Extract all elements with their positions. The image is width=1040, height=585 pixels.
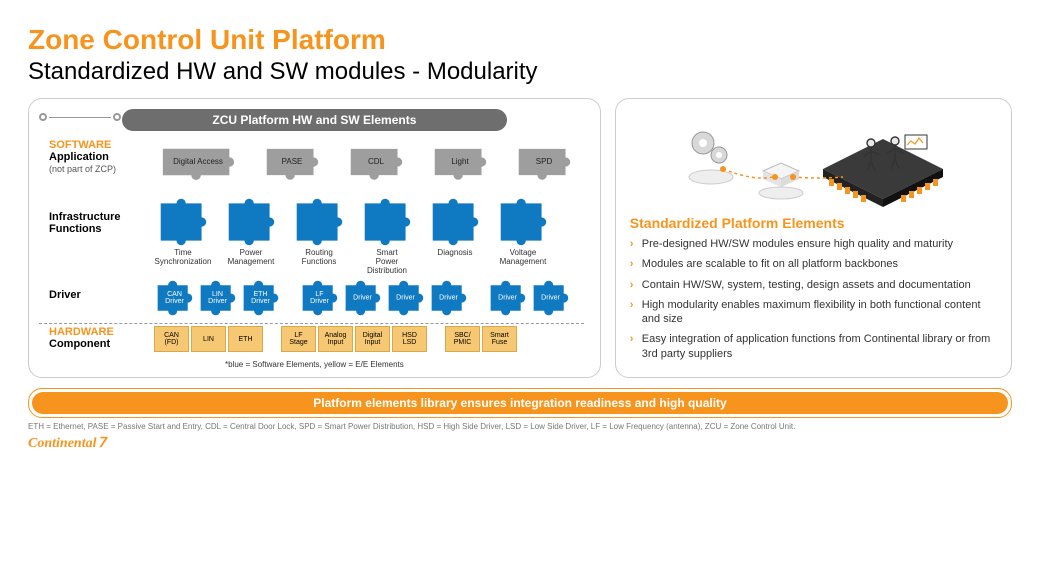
bullet-item: Contain HW/SW, system, testing, design a… [630, 278, 997, 292]
bullet-item: High modularity enables maximum flexibil… [630, 298, 997, 327]
dashed-divider [39, 323, 584, 324]
hw-component: HSDLSD [392, 326, 427, 352]
app-module: SPD [515, 143, 573, 181]
bullet-item: Easy integration of application function… [630, 332, 997, 361]
driver-module: Driver [530, 279, 571, 317]
driver-module: LFDriver [299, 279, 340, 317]
hw-component: AnalogInput [318, 326, 353, 352]
banner-text: Platform elements library ensures integr… [32, 392, 1008, 414]
label-infra: Infrastructure Functions [49, 211, 149, 235]
app-module: CDL [347, 143, 405, 181]
hw-component: SmartFuse [482, 326, 517, 352]
app-module: Digital Access [159, 143, 237, 181]
row-driver: Driver CANDriverLINDriverETHDriver LFDriv… [39, 279, 590, 319]
page-subtitle: Standardized HW and SW modules - Modular… [28, 58, 1012, 86]
row-hardware: HARDWARE Component CAN(FD)LINETH LFStageA… [39, 326, 590, 356]
hw-group: SBC/PMICSmartFuse [445, 326, 517, 352]
hw-component: LFStage [281, 326, 316, 352]
hw-component: CAN(FD) [154, 326, 189, 352]
app-module: Light [431, 143, 489, 181]
columns: ZCU Platform HW and SW Elements SOFTWARE… [28, 98, 1012, 378]
bullet-item: Pre-designed HW/SW modules ensure high q… [630, 237, 997, 251]
infra-module: RoutingFunctions [290, 197, 348, 275]
hw-component: SBC/PMIC [445, 326, 480, 352]
knob-line [49, 117, 111, 118]
slide: Zone Control Unit Platform Standardized … [0, 0, 1040, 585]
knob-left [39, 113, 47, 121]
label-driver: Driver [49, 289, 149, 301]
abbreviations: ETH = Ethernet, PASE = Passive Start and… [28, 422, 1012, 431]
app-module: PASE [263, 143, 321, 181]
page-title: Zone Control Unit Platform [28, 24, 1012, 56]
hw-component: ETH [228, 326, 263, 352]
driver-module: Driver [487, 279, 528, 317]
brand-logo: Continental 𐓒 [28, 433, 1012, 452]
driver-module: ETHDriver [240, 279, 281, 317]
label-software: SOFTWARE Application (not part of ZCP) [49, 139, 149, 175]
hw-group: LFStageAnalogInputDigitalInputHSDLSD [281, 326, 427, 352]
driver-group: CANDriverLINDriverETHDriver [154, 279, 281, 317]
hw-component: LIN [191, 326, 226, 352]
infra-module: PowerManagement [222, 197, 280, 275]
driver-group: DriverDriver [487, 279, 571, 317]
bullet-item: Modules are scalable to fit on all platf… [630, 257, 997, 271]
knob-right [113, 113, 121, 121]
hw-group: CAN(FD)LINETH [154, 326, 263, 352]
driver-group: LFDriverDriverDriverDriver [299, 279, 469, 317]
driver-module: LINDriver [197, 279, 238, 317]
left-panel: ZCU Platform HW and SW Elements SOFTWARE… [28, 98, 601, 378]
elements-pill: ZCU Platform HW and SW Elements [122, 109, 508, 131]
infra-module: TimeSynchronization [154, 197, 212, 275]
label-hardware: HARDWARE Component [49, 326, 149, 350]
bullet-list: Pre-designed HW/SW modules ensure high q… [630, 237, 997, 367]
driver-module: Driver [428, 279, 469, 317]
right-heading: Standardized Platform Elements [630, 215, 997, 231]
infra-module: Diagnosis [426, 197, 484, 275]
banner: Platform elements library ensures integr… [28, 388, 1012, 418]
right-panel: Standardized Platform Elements Pre-desig… [615, 98, 1012, 378]
infra-module: VoltageManagement [494, 197, 552, 275]
driver-module: Driver [342, 279, 383, 317]
driver-module: Driver [385, 279, 426, 317]
illustration [630, 109, 997, 209]
infra-module: SmartPowerDistribution [358, 197, 416, 275]
driver-module: CANDriver [154, 279, 195, 317]
row-infra: Infrastructure Functions TimeSynchroniza… [39, 197, 590, 275]
legend-note: *blue = Software Elements, yellow = E/E … [39, 360, 590, 369]
hw-component: DigitalInput [355, 326, 390, 352]
row-application: SOFTWARE Application (not part of ZCP) D… [39, 139, 590, 193]
